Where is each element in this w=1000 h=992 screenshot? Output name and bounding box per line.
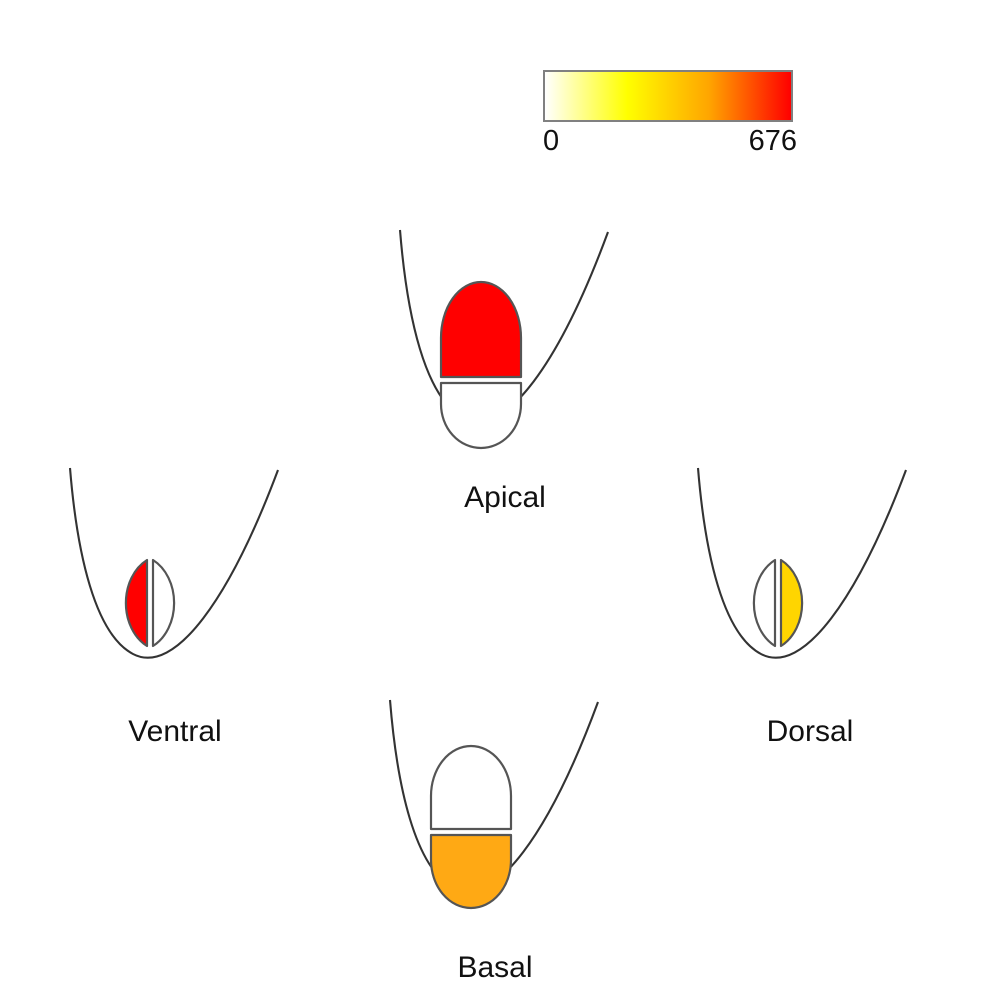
colorbar-tick-labels: 0 676 xyxy=(543,124,797,158)
lobe-left-half xyxy=(124,558,149,648)
panel-label-apical: Apical xyxy=(464,481,546,514)
lobe-bottom-half xyxy=(439,381,523,450)
lobe-top-half xyxy=(429,744,513,831)
colorbar-min-label: 0 xyxy=(543,125,560,157)
colorbar-gradient-swatch xyxy=(543,70,793,122)
panel-label-dorsal: Dorsal xyxy=(766,715,854,748)
colorbar-max-label: 676 xyxy=(748,125,797,157)
lobe-right-half xyxy=(151,558,176,648)
lobe-right-half xyxy=(779,558,804,648)
lobe-top-half xyxy=(439,280,523,379)
apical-diagram xyxy=(398,229,609,450)
panel-ventral[interactable]: Ventral xyxy=(25,456,325,756)
panel-apical[interactable]: Apical xyxy=(355,222,655,522)
ventral-diagram xyxy=(68,467,279,659)
lobe-left-half xyxy=(752,558,777,648)
panel-dorsal[interactable]: Dorsal xyxy=(660,456,960,756)
basal-diagram xyxy=(388,699,599,910)
colorbar: 0 676 xyxy=(543,70,797,158)
panel-label-basal: Basal xyxy=(457,951,533,984)
parabola-outline xyxy=(696,467,907,659)
panel-label-ventral: Ventral xyxy=(128,715,222,748)
dorsal-diagram xyxy=(696,467,907,659)
parabola-outline xyxy=(68,467,279,659)
lobe-bottom-half xyxy=(429,833,513,910)
panel-basal[interactable]: Basal xyxy=(345,692,645,992)
